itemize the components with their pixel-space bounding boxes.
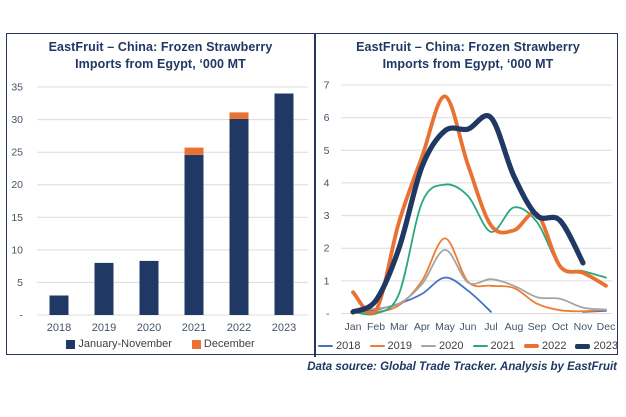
- x-tick-label: 2020: [137, 322, 161, 334]
- line-chart-title-line2: Imports from Egypt, ‘000 MT: [382, 57, 554, 71]
- y-tick-label: 25: [11, 147, 23, 159]
- legend-swatch-2018: [318, 345, 334, 347]
- legend-label: 2019: [387, 340, 413, 352]
- line-chart-legend: 2018 2019 2020 2021 2022 2023: [316, 340, 620, 352]
- legend-swatch-december: [191, 339, 201, 349]
- bar-chart-legend: January-November December: [6, 338, 315, 350]
- bar-chart: - 5 10 15 20 25 30 35 2018 2019 2020 2021 2022 2023: [11, 82, 308, 334]
- line-2023: [350, 113, 586, 315]
- y-tick-label: 15: [11, 212, 23, 224]
- y-tick-label: 3: [324, 210, 330, 222]
- y-tick-label: 5: [324, 145, 330, 157]
- x-tick-label: 2018: [47, 322, 71, 334]
- x-tick-label: May: [435, 321, 456, 333]
- x-tick-label: Mar: [390, 321, 409, 333]
- bar-chart-panel: EastFruit – China: Frozen Strawberry Imp…: [6, 33, 315, 357]
- y-tick-label: 4: [324, 177, 330, 189]
- x-tick-label: Jul: [484, 321, 497, 333]
- x-tick-label: Feb: [367, 321, 385, 333]
- legend-label: December: [203, 338, 255, 350]
- bar-2021-jan-nov: [184, 154, 204, 315]
- legend-label: 2022: [541, 340, 567, 352]
- bar-2020-jan-nov: [139, 260, 159, 315]
- source-note: Data source: Global Trade Tracker. Analy…: [307, 361, 617, 373]
- x-tick-label: 2019: [92, 322, 116, 334]
- legend-item-2022: 2022: [523, 340, 567, 352]
- x-tick-label: Dec: [597, 321, 616, 333]
- legend-item-2023: 2023: [575, 340, 618, 352]
- legend-swatch-2021: [472, 345, 488, 347]
- line-chart-title: EastFruit – China: Frozen Strawberry Imp…: [316, 39, 620, 73]
- x-tick-label: Apr: [414, 321, 431, 333]
- legend-label: 2021: [490, 340, 515, 352]
- legend-item-2019: 2019: [369, 340, 413, 352]
- y-tick-label: 5: [17, 277, 23, 289]
- line-chart-title-line1: EastFruit – China: Frozen Strawberry: [356, 40, 580, 54]
- line-chart: - 1 2 3 4 5 6 7 Jan Feb Mar Apr May Jun Jul Aug Sep Oct No…: [324, 80, 616, 334]
- bar-chart-title-line1: EastFruit – China: Frozen Strawberry: [48, 40, 273, 54]
- legend-label: 2018: [336, 340, 361, 352]
- bar-chart-title-line2: Imports from Egypt, ‘000 MT: [75, 57, 246, 71]
- bar-chart-title: EastFruit – China: Frozen Strawberry Imp…: [6, 39, 315, 73]
- legend-item-2021: 2021: [472, 340, 515, 352]
- line-2019: [352, 237, 607, 314]
- y-tick-label: 20: [11, 179, 23, 191]
- y-tick-label: -: [326, 308, 330, 320]
- legend-item-2018: 2018: [318, 340, 361, 352]
- y-tick-label: 10: [11, 244, 23, 256]
- legend-swatch-2020: [421, 345, 437, 347]
- x-tick-label: Aug: [505, 321, 524, 333]
- bar-2018-jan-nov: [49, 295, 69, 315]
- x-tick-label: 2021: [182, 322, 206, 334]
- x-tick-label: 2022: [227, 322, 251, 334]
- legend-item-january-november: January-November: [66, 338, 172, 350]
- line-2020: [352, 248, 607, 311]
- bar-2022-jan-nov: [229, 118, 249, 316]
- x-tick-label: 2023: [272, 322, 296, 334]
- y-tick-label: 35: [11, 82, 23, 94]
- legend-label: January-November: [78, 338, 172, 350]
- legend-swatch-2023: [575, 343, 591, 349]
- bar-2023-jan-nov: [274, 93, 294, 315]
- y-tick-label: 30: [11, 114, 23, 126]
- x-tick-label: Sep: [528, 321, 547, 333]
- legend-item-december: December: [191, 338, 255, 350]
- x-tick-label: Nov: [574, 321, 593, 333]
- line-2022: [351, 94, 608, 315]
- x-tick-label: Oct: [552, 321, 568, 333]
- y-tick-label: 2: [324, 243, 330, 255]
- y-tick-label: 6: [324, 112, 330, 124]
- x-tick-label: Jan: [345, 321, 362, 333]
- line-chart-panel: EastFruit – China: Frozen Strawberry Imp…: [316, 33, 620, 357]
- legend-label: 2020: [439, 340, 464, 352]
- legend-label: 2023: [593, 340, 618, 352]
- legend-swatch-2022: [523, 344, 539, 348]
- bar-2022-december: [229, 112, 249, 119]
- legend-swatch-2019: [369, 345, 385, 347]
- panel-divider: [314, 33, 316, 357]
- x-tick-label: Jun: [460, 321, 477, 333]
- bar-2019-jan-nov: [94, 262, 114, 315]
- y-tick-label: 1: [324, 275, 330, 287]
- legend-item-2020: 2020: [421, 340, 464, 352]
- y-tick-label: -: [20, 310, 24, 322]
- legend-swatch-january-november: [66, 339, 76, 349]
- bar-2021-december: [184, 147, 204, 155]
- y-tick-label: 7: [324, 80, 330, 92]
